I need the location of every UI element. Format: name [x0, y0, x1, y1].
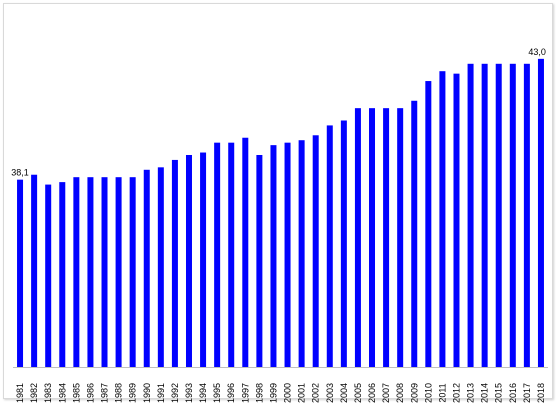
bar-1982: [31, 174, 38, 367]
bar-1985: [73, 177, 80, 367]
bars-group: [17, 58, 544, 368]
tick-label-2002: 2002: [311, 383, 321, 403]
bar-2015: [495, 63, 502, 367]
bar-1995: [214, 142, 221, 367]
bar-2004: [340, 120, 347, 368]
tick-label-2017: 2017: [522, 383, 532, 403]
bar-1993: [185, 155, 192, 367]
bar-1999: [270, 145, 277, 367]
bar-1988: [115, 177, 122, 367]
chart-frame: [3, 3, 553, 399]
bar-1991: [157, 167, 164, 367]
tick-label-2011: 2011: [437, 383, 447, 402]
bar-2018: [537, 58, 544, 368]
bar-2014: [481, 63, 488, 367]
tick-label-2006: 2006: [367, 383, 377, 403]
tick-label-2010: 2010: [423, 383, 433, 403]
tick-label-1994: 1994: [198, 383, 208, 403]
bar-2003: [326, 125, 333, 367]
tick-label-1993: 1993: [184, 383, 194, 403]
data-label-1981: 38,1: [11, 168, 29, 178]
bar-2013: [467, 63, 474, 367]
tick-label-1990: 1990: [142, 383, 152, 403]
data-labels: 38,1 43,0: [11, 47, 546, 178]
tick-label-1996: 1996: [226, 383, 236, 403]
tick-label-2018: 2018: [536, 383, 546, 403]
tick-label-1998: 1998: [254, 383, 264, 403]
tick-label-1985: 1985: [71, 383, 81, 403]
tick-label-2012: 2012: [451, 383, 461, 403]
tick-label-1984: 1984: [57, 383, 67, 403]
bar-2016: [509, 63, 516, 367]
tick-label-2004: 2004: [339, 383, 349, 403]
bar-1997: [242, 137, 249, 367]
bar-2012: [453, 73, 460, 368]
bar-2006: [369, 108, 376, 367]
bar-1981: [17, 179, 24, 367]
tick-label-1991: 1991: [156, 383, 166, 403]
bar-2011: [439, 71, 446, 367]
tick-label-1981: 1981: [15, 383, 25, 403]
tick-label-2016: 2016: [508, 383, 518, 403]
tick-label-2003: 2003: [325, 383, 335, 403]
bar-1994: [200, 152, 207, 367]
bar-1983: [45, 184, 52, 367]
tick-label-1992: 1992: [170, 383, 180, 403]
bar-2010: [425, 81, 432, 368]
tick-label-1986: 1986: [85, 383, 95, 403]
bar-1984: [59, 182, 66, 367]
bar-2002: [312, 135, 319, 367]
data-label-2018: 43,0: [528, 47, 546, 57]
tick-label-2005: 2005: [353, 383, 363, 403]
bar-2000: [284, 142, 291, 367]
bar-2005: [354, 108, 361, 367]
x-axis-tick-labels: 1981 1982 1983 1984 1985 1986 1987 1988 1989 1990…: [15, 383, 546, 403]
tick-label-1982: 1982: [29, 383, 39, 403]
tick-label-2000: 2000: [283, 383, 293, 403]
tick-label-1983: 1983: [43, 383, 53, 403]
bar-1986: [87, 177, 94, 367]
tick-label-1997: 1997: [240, 383, 250, 403]
tick-label-1987: 1987: [100, 383, 110, 403]
bar-1992: [171, 159, 178, 367]
bar-2008: [397, 108, 404, 367]
bar-2007: [383, 108, 390, 367]
bar-2017: [523, 63, 530, 367]
bar-2009: [411, 100, 418, 368]
bar-1990: [143, 169, 150, 367]
bar-1996: [228, 142, 235, 367]
tick-label-2007: 2007: [381, 383, 391, 403]
bar-1987: [101, 177, 108, 367]
tick-label-2014: 2014: [480, 383, 490, 403]
tick-label-2015: 2015: [494, 383, 504, 403]
tick-label-2008: 2008: [395, 383, 405, 403]
tick-label-2001: 2001: [297, 383, 307, 403]
tick-label-1988: 1988: [114, 383, 124, 403]
tick-label-1995: 1995: [212, 383, 222, 403]
bar-2001: [298, 140, 305, 367]
bar-1998: [256, 155, 263, 367]
tick-label-1989: 1989: [128, 383, 138, 403]
tick-label-2009: 2009: [409, 383, 419, 403]
tick-label-2013: 2013: [466, 383, 476, 403]
bar-1989: [129, 177, 136, 367]
tick-label-1999: 1999: [268, 383, 278, 403]
